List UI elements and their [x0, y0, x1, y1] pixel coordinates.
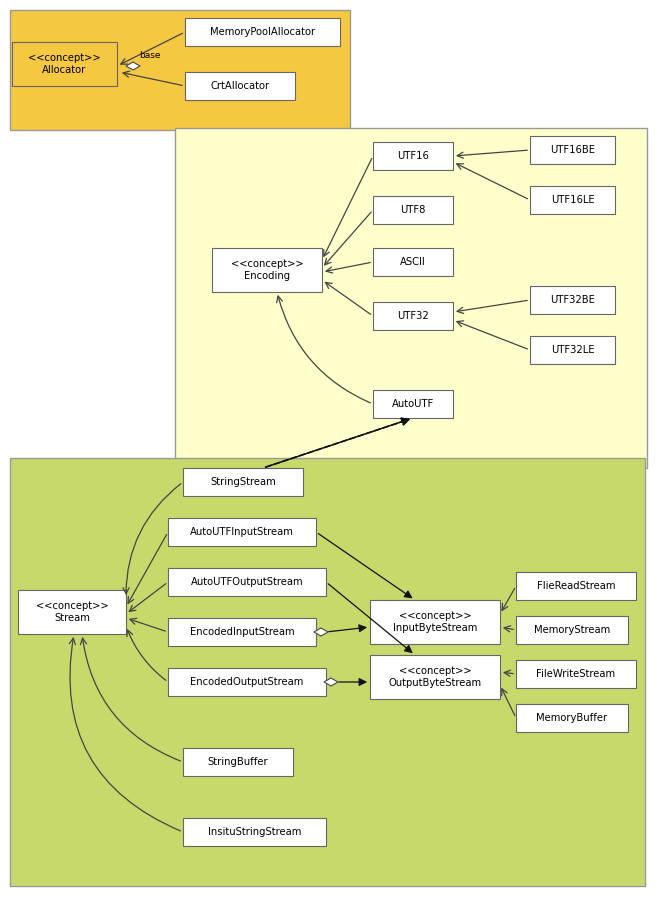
Text: EncodedInputStream: EncodedInputStream	[190, 627, 294, 637]
Text: base: base	[139, 51, 160, 60]
Bar	[530, 286, 615, 314]
Text: UTF32BE: UTF32BE	[550, 295, 595, 305]
Bar	[185, 18, 340, 46]
Bar	[12, 42, 117, 86]
Text: <<concept>>
InputByteStream: <<concept>> InputByteStream	[393, 611, 477, 633]
Bar	[373, 196, 453, 224]
Text: EncodedOutputStream: EncodedOutputStream	[191, 677, 304, 687]
Bar	[212, 248, 322, 292]
Text: MemoryBuffer: MemoryBuffer	[536, 713, 608, 723]
Polygon shape	[126, 62, 140, 70]
Text: FlieReadStream: FlieReadStream	[537, 581, 615, 591]
Bar	[168, 668, 326, 696]
Bar	[373, 390, 453, 418]
Bar	[185, 72, 295, 100]
Text: UTF8: UTF8	[400, 205, 426, 215]
Bar	[168, 618, 316, 646]
Text: StringStream: StringStream	[210, 477, 276, 487]
Bar	[530, 186, 615, 214]
Text: MemoryStream: MemoryStream	[534, 625, 610, 635]
Text: UTF32LE: UTF32LE	[551, 345, 594, 355]
Bar	[18, 590, 126, 634]
Bar	[10, 458, 645, 886]
Text: UTF16BE: UTF16BE	[550, 145, 595, 155]
Text: <<concept>>
Stream: <<concept>> Stream	[35, 601, 108, 623]
Text: UTF16: UTF16	[397, 151, 429, 161]
Bar	[516, 660, 636, 688]
Bar	[373, 248, 453, 276]
Bar	[370, 600, 500, 644]
Bar	[530, 336, 615, 364]
Text: AutoUTFOutputStream: AutoUTFOutputStream	[191, 577, 304, 587]
Bar	[168, 518, 316, 546]
Text: InsituStringStream: InsituStringStream	[208, 827, 301, 837]
Text: StringBuffer: StringBuffer	[208, 757, 268, 767]
Text: CrtAllocator: CrtAllocator	[210, 81, 269, 91]
Text: <<concept>>
Encoding: <<concept>> Encoding	[231, 259, 304, 281]
Text: FileWriteStream: FileWriteStream	[536, 669, 616, 679]
Text: <<concept>>
Allocator: <<concept>> Allocator	[28, 53, 101, 75]
Text: <<concept>>
OutputByteStream: <<concept>> OutputByteStream	[388, 666, 482, 688]
Bar	[183, 748, 293, 776]
Bar	[516, 616, 628, 644]
Bar	[373, 302, 453, 330]
Bar	[10, 10, 350, 130]
Text: AutoUTF: AutoUTF	[392, 399, 434, 409]
Polygon shape	[324, 678, 338, 686]
Text: ASCII: ASCII	[400, 257, 426, 267]
Bar	[516, 572, 636, 600]
Bar	[175, 128, 647, 468]
Text: UTF16LE: UTF16LE	[551, 195, 595, 205]
Bar	[370, 655, 500, 699]
Text: AutoUTFInputStream: AutoUTFInputStream	[190, 527, 294, 537]
Bar	[516, 704, 628, 732]
Bar	[183, 468, 303, 496]
Bar	[183, 818, 326, 846]
Bar	[530, 136, 615, 164]
Polygon shape	[314, 628, 328, 636]
Bar	[373, 142, 453, 170]
Text: MemoryPoolAllocator: MemoryPoolAllocator	[210, 27, 315, 37]
Bar	[168, 568, 326, 596]
Text: UTF32: UTF32	[397, 311, 429, 321]
